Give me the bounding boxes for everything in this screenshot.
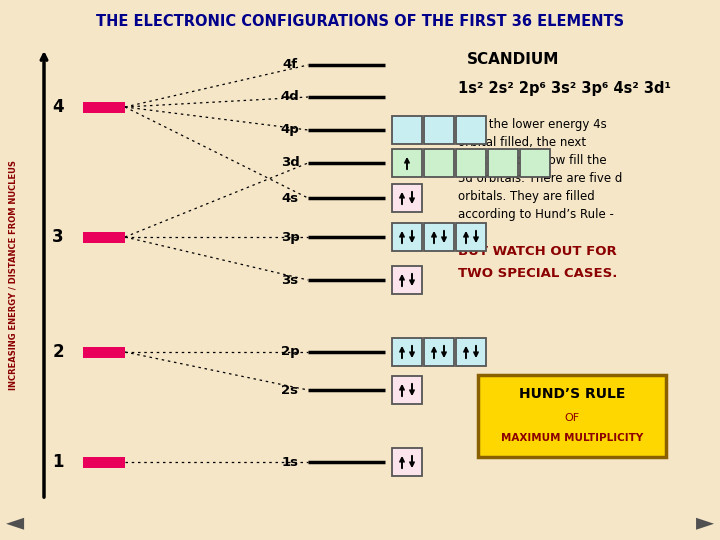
Bar xyxy=(456,223,486,251)
Text: BUT WATCH OUT FOR: BUT WATCH OUT FOR xyxy=(458,245,617,258)
Bar xyxy=(392,184,422,212)
Bar xyxy=(392,223,422,251)
Bar xyxy=(392,338,422,366)
Bar xyxy=(456,338,486,366)
Text: orbitals. They are filled: orbitals. They are filled xyxy=(458,190,595,203)
Text: 4f: 4f xyxy=(282,58,297,71)
Text: electrons can now fill the: electrons can now fill the xyxy=(458,154,607,167)
Bar xyxy=(456,149,486,177)
Text: 3p: 3p xyxy=(281,231,300,244)
Bar xyxy=(83,456,125,468)
Bar xyxy=(424,338,454,366)
Bar xyxy=(488,149,518,177)
Text: 4d: 4d xyxy=(281,91,300,104)
Text: 4p: 4p xyxy=(281,124,300,137)
Text: 2s: 2s xyxy=(282,383,299,396)
Bar xyxy=(456,116,486,144)
Text: With the lower energy 4s: With the lower energy 4s xyxy=(458,118,607,131)
Bar xyxy=(83,232,125,242)
Bar xyxy=(424,116,454,144)
Text: MAXIMUM MULTIPLICITY: MAXIMUM MULTIPLICITY xyxy=(501,433,643,443)
Bar xyxy=(424,223,454,251)
Bar xyxy=(83,347,125,357)
Text: ►: ► xyxy=(696,510,714,534)
Text: 1s² 2s² 2p⁶ 3s² 3p⁶ 4s² 3d¹: 1s² 2s² 2p⁶ 3s² 3p⁶ 4s² 3d¹ xyxy=(458,80,671,96)
Bar xyxy=(392,448,422,476)
Text: 3s: 3s xyxy=(282,273,299,287)
Text: according to Hund’s Rule -: according to Hund’s Rule - xyxy=(458,208,614,221)
Bar xyxy=(520,149,550,177)
Text: 3d: 3d xyxy=(281,157,300,170)
Text: 1s: 1s xyxy=(282,456,299,469)
Text: 2: 2 xyxy=(52,343,64,361)
Text: ◄: ◄ xyxy=(6,510,24,534)
Text: THE ELECTRONIC CONFIGURATIONS OF THE FIRST 36 ELEMENTS: THE ELECTRONIC CONFIGURATIONS OF THE FIR… xyxy=(96,15,624,30)
Bar xyxy=(424,149,454,177)
Bar xyxy=(83,102,125,112)
Bar xyxy=(478,375,666,457)
Text: TWO SPECIAL CASES.: TWO SPECIAL CASES. xyxy=(458,267,617,280)
Text: OF: OF xyxy=(564,413,580,423)
Text: 3d orbitals. There are five d: 3d orbitals. There are five d xyxy=(458,172,622,185)
Text: 1: 1 xyxy=(53,453,64,471)
Bar xyxy=(392,116,422,144)
Text: INCREASING ENERGY / DISTANCE FROM NUCLEUS: INCREASING ENERGY / DISTANCE FROM NUCLEU… xyxy=(9,160,17,390)
Bar xyxy=(392,266,422,294)
Bar xyxy=(392,376,422,404)
Text: 4: 4 xyxy=(52,98,64,116)
Text: 4s: 4s xyxy=(282,192,299,205)
Text: 2p: 2p xyxy=(281,346,300,359)
Text: HUND’S RULE: HUND’S RULE xyxy=(519,387,625,401)
Text: orbital filled, the next: orbital filled, the next xyxy=(458,136,586,149)
Text: 3: 3 xyxy=(52,228,64,246)
Text: SCANDIUM: SCANDIUM xyxy=(467,52,559,68)
Bar xyxy=(392,149,422,177)
